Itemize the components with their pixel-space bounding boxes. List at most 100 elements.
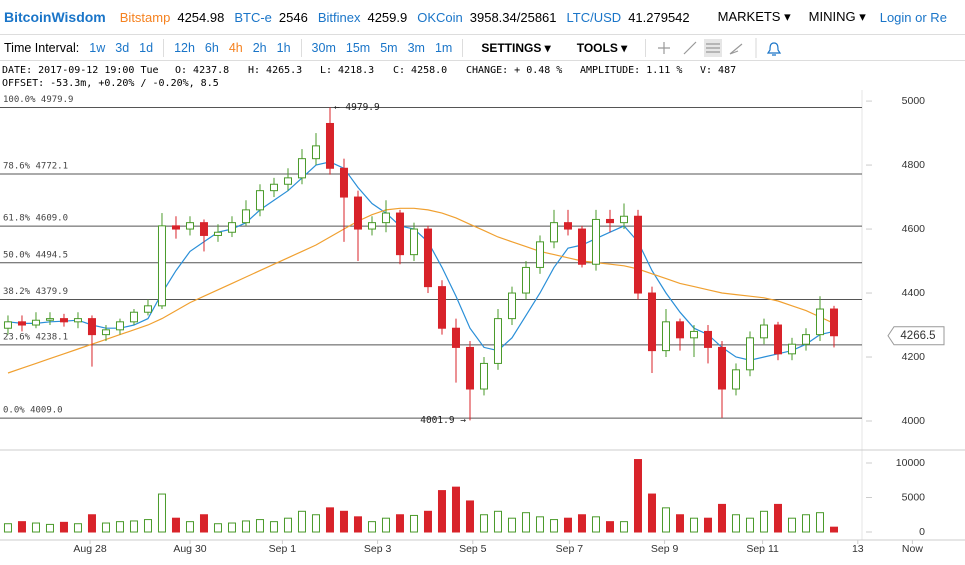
- info-field: L: 4218.3: [320, 65, 374, 76]
- last-price-box: [887, 326, 945, 346]
- volume-bar: [787, 517, 796, 533]
- exchange[interactable]: LTC/USD 41.279542: [567, 10, 690, 25]
- candle-body: [423, 228, 432, 288]
- volume-bar: [17, 521, 26, 533]
- candle-body: [3, 321, 12, 329]
- candle-body: [409, 228, 418, 256]
- candle-body: [577, 228, 586, 265]
- candle-body: [143, 305, 152, 313]
- interval-button[interactable]: 3m: [407, 40, 425, 55]
- candle-body: [801, 334, 810, 345]
- dropdown[interactable]: TOOLS ▾: [577, 41, 627, 55]
- volume-bar: [815, 512, 824, 533]
- volume-bar: [661, 507, 670, 533]
- menu[interactable]: MARKETS ▾: [718, 9, 791, 25]
- chart: DATE: 2017-09-12 19:00 Tue O: 4237.8 H: 42…: [0, 65, 965, 555]
- interval-button[interactable]: 1m: [434, 40, 453, 55]
- candle-body: [45, 318, 54, 321]
- fib-label: 61.8% 4609.0: [3, 214, 68, 224]
- login-link[interactable]: Login or Re: [879, 9, 947, 25]
- interval-button[interactable]: 3d: [115, 40, 130, 55]
- brand[interactable]: BitcoinWisdom: [4, 9, 106, 25]
- candle-body: [17, 321, 26, 326]
- info-field: AMPLITUDE: 1.11 %: [580, 65, 682, 76]
- volume-bar: [689, 517, 698, 533]
- x-tick-label: Sep 11: [746, 543, 779, 555]
- exchange[interactable]: BTC-e 2546: [234, 10, 307, 25]
- volume-bar: [3, 523, 12, 533]
- candle-body: [591, 218, 600, 265]
- candle-body: [87, 318, 96, 336]
- interval-button[interactable]: 1d: [139, 40, 154, 55]
- x-tick-label: Aug 30: [173, 543, 206, 555]
- separator: [300, 38, 302, 57]
- exchange-name: Bitfinex: [317, 9, 361, 25]
- volume-bar: [437, 490, 446, 533]
- moving-average: [7, 161, 835, 361]
- volume-bar: [143, 519, 152, 533]
- interval-button[interactable]: 1w: [89, 40, 106, 55]
- info-field: H: 4265.3: [248, 65, 302, 76]
- caret: ▾: [541, 40, 551, 55]
- interval-button[interactable]: 1h: [276, 40, 291, 55]
- volume-bar: [87, 514, 96, 533]
- candle-body: [647, 292, 656, 352]
- candle-body: [213, 231, 222, 236]
- volume-bar: [465, 500, 474, 533]
- caret: ▾: [855, 9, 866, 24]
- volume-bar: [171, 517, 180, 533]
- exchange[interactable]: Bitfinex 4259.9: [318, 10, 407, 25]
- fib-label: 78.6% 4772.1: [3, 161, 68, 171]
- info-field: CHANGE: + 0.48 %: [466, 65, 562, 76]
- volume-bar: [717, 503, 726, 533]
- caret: ▾: [617, 40, 628, 55]
- separator: [462, 38, 464, 57]
- interval-button[interactable]: 12h: [174, 40, 195, 55]
- volume-tick-label: 5000: [902, 491, 926, 503]
- volume-bar: [563, 517, 572, 533]
- volume-bar: [703, 517, 712, 533]
- fib-label: 38.2% 4379.9: [3, 287, 68, 297]
- interval-button[interactable]: 5m: [380, 40, 398, 55]
- interval-button[interactable]: 15m: [345, 40, 371, 55]
- fib-label: 100.0% 4979.9: [3, 95, 73, 105]
- interval-button[interactable]: 2h: [252, 40, 267, 55]
- volume-bar: [647, 493, 656, 533]
- menu-label: MARKETS: [717, 9, 781, 24]
- dropdown[interactable]: SETTINGS ▾: [481, 41, 550, 55]
- volume-bar: [255, 519, 264, 533]
- volume-bar: [633, 459, 642, 533]
- interval-button[interactable]: 4h: [228, 40, 243, 55]
- volume-bar: [185, 521, 194, 533]
- interval-button[interactable]: 6h: [204, 40, 219, 55]
- volume-bar: [591, 516, 600, 533]
- y-tick-label: 4600: [902, 223, 926, 235]
- volume-bar: [745, 517, 754, 533]
- exchange-name: LTC/USD: [566, 9, 622, 25]
- candle-body: [451, 327, 460, 348]
- volume-bar: [451, 486, 460, 533]
- info-field: C: 4258.0: [393, 65, 447, 76]
- volume-bar: [45, 523, 54, 533]
- info-field: V: 487: [700, 65, 736, 76]
- candle-body: [521, 266, 530, 294]
- volume-bar: [325, 507, 334, 533]
- volume-bar: [381, 517, 390, 533]
- exchange-price: 3958.34/25861: [469, 9, 557, 25]
- candle-body: [255, 190, 264, 211]
- exchange[interactable]: OKCoin 3958.34/25861: [417, 10, 556, 25]
- candle-body: [787, 343, 796, 355]
- menu[interactable]: MINING ▾: [809, 9, 866, 25]
- candle-body: [605, 218, 614, 224]
- volume-tick-label: 10000: [896, 457, 925, 469]
- volume-bar: [59, 521, 68, 533]
- x-tick-label: Sep 3: [364, 543, 392, 555]
- volume-bar: [507, 517, 516, 533]
- candle-body: [465, 346, 474, 390]
- exchange[interactable]: Bitstamp 4254.98: [120, 10, 225, 25]
- candle-body: [199, 222, 208, 236]
- interval-button[interactable]: 30m: [311, 40, 336, 55]
- drawing-tools[interactable]: [656, 37, 806, 58]
- candle-body: [703, 330, 712, 348]
- header: BitcoinWisdom Bitstamp 4254.98 BTC-e 2546 Bit…: [0, 0, 965, 35]
